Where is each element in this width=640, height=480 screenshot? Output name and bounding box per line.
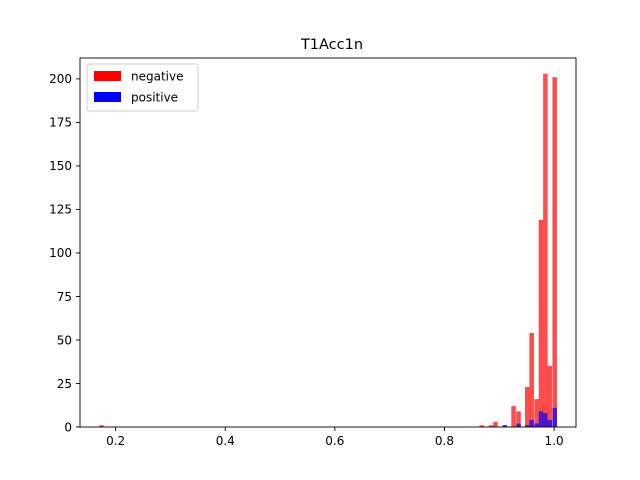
- positive-bar-4: [534, 423, 539, 427]
- positive-bar-2: [525, 425, 530, 427]
- negative-bar-12: [547, 366, 553, 427]
- y-tick-label: 50: [57, 333, 72, 347]
- plot-frame: [79, 57, 577, 428]
- x-tick-label: 1.0: [545, 434, 564, 448]
- negative-bar-11: [543, 73, 548, 427]
- positive-bar-7: [547, 420, 553, 427]
- legend-label-positive: positive: [131, 91, 178, 105]
- negative-bar-3: [493, 421, 498, 427]
- positive-bar-3: [529, 420, 534, 427]
- y-tick-label: 175: [49, 116, 72, 130]
- positive-series-bars: [502, 407, 557, 427]
- negative-bar-2: [488, 425, 494, 427]
- x-tick-label: 0.2: [106, 434, 125, 448]
- negative-bar-0: [99, 425, 104, 427]
- y-tick-label: 125: [49, 203, 72, 217]
- legend-swatch-positive: [94, 92, 121, 102]
- negative-bar-1: [479, 425, 485, 427]
- y-tick-label: 150: [49, 159, 72, 173]
- y-axis: 0 25 50 75 100 125 150 175 200: [49, 72, 80, 434]
- negative-series-bars: [99, 73, 557, 427]
- y-tick-label: 75: [57, 290, 72, 304]
- y-tick-label: 0: [64, 420, 72, 434]
- positive-bar-0: [502, 425, 508, 427]
- negative-bar-5: [511, 406, 516, 427]
- y-tick-label: 25: [57, 377, 72, 391]
- positive-bar-5: [538, 411, 544, 427]
- positive-bar-6: [543, 413, 548, 427]
- chart-title: T1Acc1n: [300, 37, 363, 53]
- negative-bar-13: [552, 77, 557, 427]
- negative-bar-7: [525, 386, 530, 427]
- positive-bar-1: [516, 423, 521, 427]
- x-tick-label: 0.6: [325, 434, 344, 448]
- legend-swatch-negative: [94, 71, 121, 81]
- negative-bar-9: [534, 399, 539, 427]
- x-tick-label: 0.4: [216, 434, 235, 448]
- negative-bar-6: [516, 411, 521, 427]
- x-tick-label: 0.8: [435, 434, 454, 448]
- legend-label-negative: negative: [131, 70, 183, 84]
- positive-bar-8: [552, 407, 557, 427]
- y-tick-label: 100: [49, 246, 72, 260]
- y-tick-label: 200: [49, 72, 72, 86]
- negative-bar-8: [529, 333, 534, 427]
- legend: negative positive: [86, 63, 199, 112]
- x-axis: 0.2 0.4 0.6 0.8 1.0: [106, 427, 564, 448]
- negative-bar-10: [538, 219, 544, 427]
